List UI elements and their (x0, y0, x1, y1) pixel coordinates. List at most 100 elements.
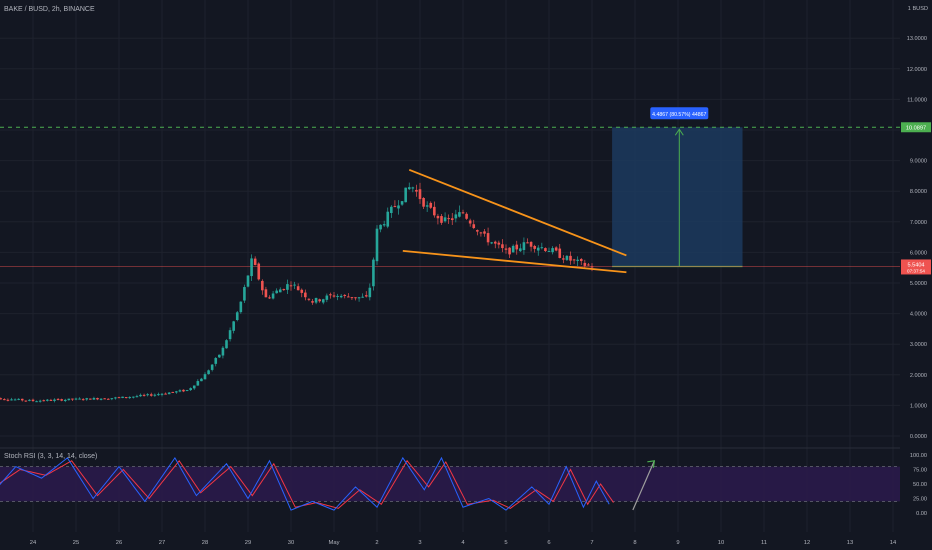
candle-body[interactable] (400, 201, 404, 205)
candle-body[interactable] (343, 294, 347, 296)
symbol-title[interactable]: BAKE / BUSD, 2h, BINANCE (4, 6, 95, 13)
candle-body[interactable] (325, 295, 329, 300)
candle-body[interactable] (565, 255, 569, 260)
candle-body[interactable] (300, 289, 304, 293)
candle-body[interactable] (157, 394, 160, 396)
candle-body[interactable] (307, 298, 311, 300)
candle-body[interactable] (393, 206, 397, 208)
candle-body[interactable] (379, 224, 382, 230)
candle-body[interactable] (74, 398, 78, 400)
candle-body[interactable] (450, 218, 454, 221)
candle-body[interactable] (35, 401, 38, 403)
candle-body[interactable] (149, 394, 153, 396)
candle-body[interactable] (261, 280, 264, 291)
candle-body[interactable] (515, 244, 519, 250)
candle-body[interactable] (296, 286, 300, 291)
candle-body[interactable] (96, 398, 99, 400)
candlesticks[interactable] (0, 182, 594, 403)
candle-body[interactable] (153, 394, 157, 396)
candle-body[interactable] (311, 301, 314, 303)
candle-body[interactable] (92, 398, 96, 400)
candle-body[interactable] (289, 285, 293, 287)
stoch-rsi-pane[interactable] (0, 456, 900, 511)
candle-body[interactable] (196, 381, 200, 386)
candle-body[interactable] (382, 224, 386, 226)
candle-body[interactable] (121, 396, 124, 398)
candle-body[interactable] (572, 259, 576, 261)
candle-body[interactable] (0, 398, 3, 400)
rsi-arrow-shaft[interactable] (632, 460, 655, 511)
candle-body[interactable] (544, 248, 547, 252)
candle-body[interactable] (253, 258, 257, 265)
candle-body[interactable] (214, 358, 218, 364)
candle-body[interactable] (501, 244, 504, 249)
candle-body[interactable] (103, 398, 106, 400)
candle-body[interactable] (132, 396, 135, 398)
candle-body[interactable] (318, 299, 321, 302)
falling-wedge-trendlines[interactable] (402, 168, 627, 274)
candle-body[interactable] (321, 299, 325, 303)
candle-body[interactable] (558, 248, 562, 258)
candle-body[interactable] (110, 398, 114, 400)
candle-body[interactable] (436, 215, 440, 219)
candle-body[interactable] (10, 399, 13, 401)
candle-body[interactable] (422, 198, 425, 207)
position-badge[interactable] (650, 107, 709, 120)
candle-body[interactable] (271, 293, 275, 299)
candle-body[interactable] (49, 399, 53, 401)
candle-body[interactable] (89, 398, 92, 400)
candle-body[interactable] (135, 396, 139, 398)
trendline-lower[interactable] (402, 249, 627, 274)
candle-body[interactable] (293, 284, 296, 286)
candle-body[interactable] (354, 297, 357, 299)
candle-body[interactable] (200, 378, 203, 382)
candle-body[interactable] (67, 398, 71, 401)
candle-body[interactable] (332, 295, 336, 297)
candle-body[interactable] (554, 247, 558, 251)
candle-body[interactable] (486, 233, 490, 243)
long-position-tool[interactable]: 4.4867 (80.57%) 44867 (612, 107, 743, 268)
target-price-badge[interactable] (901, 122, 931, 133)
candle-body[interactable] (146, 394, 149, 396)
candle-body[interactable] (587, 264, 590, 266)
current-price-badge[interactable] (901, 259, 931, 275)
candle-body[interactable] (142, 394, 146, 396)
candle-body[interactable] (20, 398, 24, 401)
candle-body[interactable] (221, 347, 225, 356)
candle-body[interactable] (493, 241, 497, 244)
candle-body[interactable] (81, 399, 85, 401)
candle-body[interactable] (468, 220, 472, 224)
candle-body[interactable] (232, 321, 235, 331)
candle-body[interactable] (579, 259, 583, 262)
candle-body[interactable] (483, 231, 486, 234)
candle-body[interactable] (106, 398, 110, 400)
candle-body[interactable] (443, 217, 447, 222)
candle-body[interactable] (78, 398, 81, 400)
candle-body[interactable] (6, 399, 10, 401)
candle-body[interactable] (511, 245, 515, 253)
candle-body[interactable] (364, 295, 368, 297)
candle-body[interactable] (13, 399, 17, 401)
candle-body[interactable] (508, 247, 511, 255)
candle-body[interactable] (192, 385, 196, 389)
candle-body[interactable] (390, 206, 393, 214)
candle-body[interactable] (522, 242, 526, 251)
candle-body[interactable] (124, 397, 128, 399)
candle-body[interactable] (336, 295, 339, 297)
candle-body[interactable] (128, 397, 132, 399)
candle-body[interactable] (3, 399, 6, 401)
candle-body[interactable] (257, 263, 261, 280)
candle-body[interactable] (372, 259, 375, 287)
candle-body[interactable] (314, 297, 318, 303)
candle-body[interactable] (17, 398, 20, 400)
candle-body[interactable] (375, 228, 379, 262)
candle-body[interactable] (357, 297, 361, 299)
candle-body[interactable] (38, 400, 42, 402)
candle-body[interactable] (286, 284, 289, 290)
candle-body[interactable] (440, 216, 443, 223)
candle-body[interactable] (547, 250, 551, 252)
candle-body[interactable] (536, 247, 540, 251)
candle-body[interactable] (63, 399, 67, 402)
candle-body[interactable] (171, 391, 175, 393)
